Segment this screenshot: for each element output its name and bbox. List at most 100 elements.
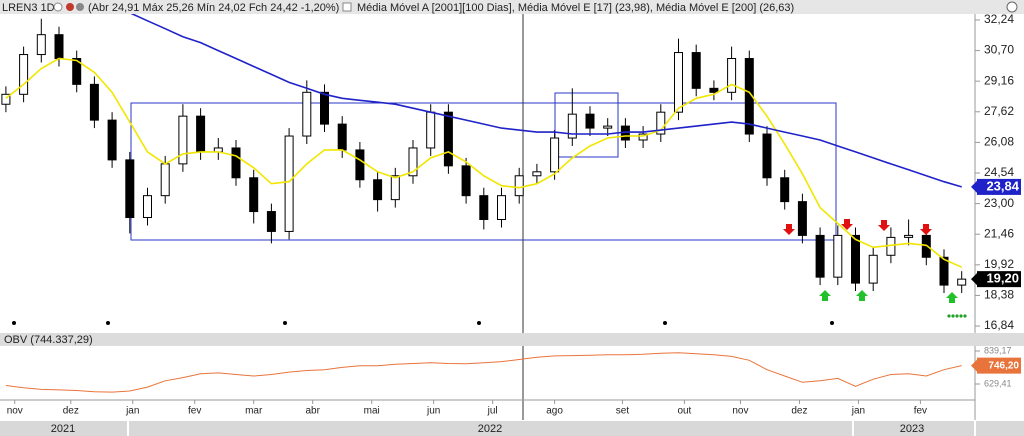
icon[interactable] [53, 2, 63, 12]
dots [947, 314, 967, 318]
symbol: LREN3 1D [2, 2, 55, 14]
year-label: 2023 [900, 423, 924, 435]
y-tick-label: 29,16 [984, 73, 1014, 87]
candle-body [815, 234, 825, 278]
candle-body [302, 91, 312, 137]
candle-body [89, 83, 99, 121]
y-tick-label: 629,41 [984, 378, 1012, 388]
candle-body [939, 256, 949, 286]
candle-body [921, 234, 931, 258]
indicators: Média Móvel A [2001][100 Dias], Média Mó… [357, 2, 794, 14]
candle-body [461, 165, 471, 197]
x-tick-label: fev [188, 406, 201, 417]
last-value-label: 23,84 [986, 178, 1019, 193]
y-tick-label: 21,46 [984, 226, 1014, 240]
candle-body [266, 211, 276, 232]
x-tick-label: dez [791, 406, 807, 417]
candle-body [762, 133, 772, 179]
last-value-box [977, 178, 1021, 195]
x-tick-label: set [616, 406, 630, 417]
candle-body [1, 93, 11, 105]
candle-body [178, 115, 188, 165]
icon[interactable] [342, 2, 352, 12]
candle-body [497, 195, 506, 221]
candle-body [851, 234, 860, 284]
close-button[interactable] [1006, 1, 1018, 13]
x-tick-label: ago [546, 406, 563, 417]
x-tick-label: dez [63, 406, 79, 417]
candle-body [514, 175, 524, 197]
candle-body [443, 111, 453, 167]
buy-arrow [946, 292, 958, 303]
candle-body [125, 159, 135, 219]
line [5, 57, 963, 268]
candle-body [656, 111, 666, 135]
candle-body [550, 137, 560, 173]
candle-body [249, 177, 259, 213]
candle-body [567, 113, 577, 139]
buy-arrow [819, 290, 831, 301]
x-tick-label: jan [125, 406, 139, 417]
last-value-label: 19,20 [986, 271, 1019, 286]
candle-body [727, 58, 737, 93]
x-tick-label: nov [7, 406, 23, 417]
y-tick-label: 16,84 [984, 318, 1014, 332]
year-bar [0, 421, 1024, 436]
x-tick-label: jul [487, 406, 498, 417]
candle-body [479, 195, 489, 221]
y-tick-label: 19,92 [984, 257, 1014, 271]
y-tick-label: 18,38 [984, 288, 1014, 302]
candle-body [36, 34, 46, 56]
x-tick-label: jan [851, 406, 865, 417]
candle-body [691, 52, 701, 89]
candle-body [54, 34, 64, 60]
year-label: 2021 [51, 423, 75, 435]
x-tick-label: mai [364, 406, 380, 417]
candle-body [638, 133, 648, 141]
obv-header [0, 333, 1024, 346]
x-tick-label: abr [305, 406, 320, 417]
y-tick-label: 32,24 [984, 12, 1014, 26]
candle-body [426, 111, 436, 149]
last-value-pointer [971, 180, 977, 193]
dots [12, 321, 834, 325]
candle-body [674, 52, 683, 113]
buy-arrow [856, 290, 868, 301]
year-label: 2022 [478, 423, 502, 435]
x-tick-label: mar [245, 406, 263, 417]
candle-body [780, 177, 790, 203]
candle-body [585, 113, 595, 129]
y-tick-label: 839,17 [984, 345, 1012, 355]
ohlc: (Abr 24,91 Máx 25,26 Mín 24,02 Fch 24,42… [88, 2, 339, 14]
candle-body [957, 278, 967, 286]
candle-body [390, 175, 400, 201]
drawing-rect [554, 92, 619, 158]
icon[interactable] [76, 3, 84, 11]
sell-arrow [920, 224, 932, 235]
header-bar [0, 0, 1024, 14]
obv-title: OBV (744.337,29) [4, 334, 93, 346]
last-value-box [977, 357, 1021, 374]
y-tick-label: 30,70 [984, 43, 1014, 57]
candle-body [320, 91, 329, 125]
candle-body [603, 125, 613, 129]
x-tick-label: fev [914, 406, 927, 417]
candle-body [72, 58, 82, 85]
sell-arrow [841, 219, 853, 230]
icon[interactable] [66, 3, 74, 11]
line [5, 352, 962, 393]
sell-arrow [783, 224, 795, 235]
candle-body [797, 201, 807, 236]
candle-body [373, 179, 383, 201]
last-value-box [977, 271, 1021, 288]
candle-body [19, 54, 29, 95]
candle-body [709, 87, 719, 93]
candle-body [408, 147, 418, 177]
candle-body [355, 149, 365, 181]
x-tick-label: nov [732, 406, 748, 417]
candle-body [231, 147, 241, 179]
signals [12, 219, 967, 325]
line [130, 14, 962, 188]
last-value-pointer [971, 273, 977, 286]
